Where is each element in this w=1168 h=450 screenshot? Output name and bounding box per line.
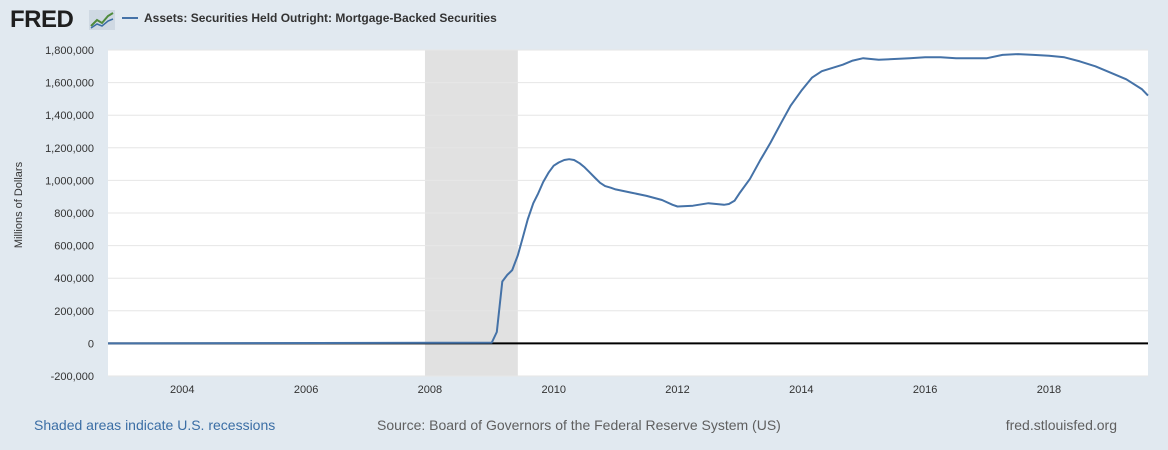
fred-logo[interactable]: FRED [10, 6, 74, 33]
x-tick-label: 2008 [418, 384, 442, 396]
fred-chart-icon [89, 10, 115, 30]
y-tick-label: 600,000 [54, 241, 94, 253]
series-line-mbs [107, 53, 1149, 345]
y-tick-label: 800,000 [54, 208, 94, 220]
x-tick-label: 2016 [913, 384, 937, 396]
recession-note-link[interactable]: Shaded areas indicate U.S. recessions [34, 417, 276, 433]
y-tick-label: 1,000,000 [45, 175, 94, 187]
chart-svg: -200,000 0 200,000 400,000 600,000 800,000 1,0… [45, 45, 1149, 396]
source-note: Source: Board of Governors of the Federa… [377, 417, 781, 433]
legend-swatch [122, 16, 138, 19]
y-tick-label: 1,600,000 [45, 78, 94, 90]
x-tick-label: 2018 [1037, 384, 1061, 396]
x-tick-label: 2012 [665, 384, 689, 396]
x-tick-label: 2004 [170, 384, 194, 396]
y-tick-label: 1,200,000 [45, 143, 94, 155]
x-tick-label: 2006 [294, 384, 318, 396]
chart-header: FRED Assets: Securities Held Outright: M… [0, 0, 1168, 40]
y-tick-label: 1,400,000 [45, 110, 94, 122]
chart-legend: Assets: Securities Held Outright: Mortga… [122, 11, 497, 25]
y-tick-label: 1,800,000 [45, 45, 94, 57]
x-tick-label: 2014 [789, 384, 813, 396]
x-tick-label: 2010 [541, 384, 565, 396]
y-tick-label: -200,000 [51, 371, 94, 383]
x-axis-ticks: 2004 2006 2008 2010 2012 2014 2016 2018 [170, 384, 1061, 396]
legend-series-label: Assets: Securities Held Outright: Mortga… [144, 11, 497, 25]
y-tick-label: 200,000 [54, 306, 94, 318]
fred-site-link[interactable]: fred.stlouisfed.org [1005, 417, 1117, 433]
y-axis-ticks: -200,000 0 200,000 400,000 600,000 800,000 1,0… [45, 45, 94, 383]
y-tick-label: 0 [88, 338, 94, 350]
y-tick-label: 400,000 [54, 273, 94, 285]
